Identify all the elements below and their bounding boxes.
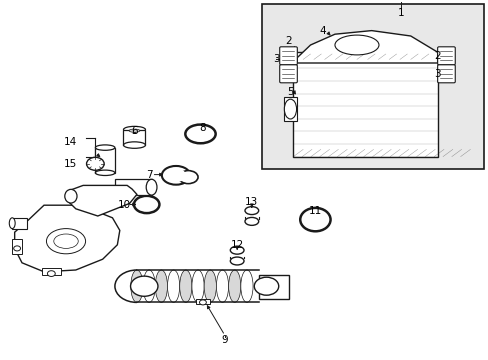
- Text: 15: 15: [64, 159, 78, 169]
- Ellipse shape: [230, 257, 244, 265]
- Bar: [259, 275, 288, 299]
- Ellipse shape: [284, 99, 296, 119]
- Ellipse shape: [178, 171, 198, 184]
- Ellipse shape: [240, 270, 253, 302]
- Text: 1: 1: [397, 8, 404, 18]
- Text: 7: 7: [145, 170, 152, 180]
- Bar: [261, 4, 483, 169]
- Text: 9: 9: [221, 335, 228, 345]
- Circle shape: [14, 246, 20, 251]
- FancyBboxPatch shape: [279, 47, 297, 65]
- Ellipse shape: [228, 270, 241, 302]
- Ellipse shape: [95, 170, 115, 175]
- Bar: [41, 268, 61, 275]
- Ellipse shape: [54, 234, 78, 248]
- Ellipse shape: [139, 199, 154, 210]
- Text: 4: 4: [319, 26, 325, 36]
- Bar: [12, 239, 22, 254]
- Text: 8: 8: [199, 123, 206, 133]
- Ellipse shape: [244, 207, 258, 215]
- Ellipse shape: [123, 142, 145, 148]
- Ellipse shape: [134, 196, 159, 213]
- Ellipse shape: [305, 212, 324, 227]
- Ellipse shape: [129, 129, 140, 132]
- Ellipse shape: [185, 125, 215, 143]
- Ellipse shape: [180, 270, 192, 302]
- Bar: [293, 52, 437, 157]
- Bar: [95, 148, 115, 173]
- Ellipse shape: [123, 126, 145, 133]
- FancyBboxPatch shape: [437, 47, 454, 65]
- Polygon shape: [68, 185, 137, 216]
- Text: 11: 11: [308, 206, 322, 216]
- Circle shape: [199, 300, 206, 305]
- Text: 13: 13: [244, 197, 258, 207]
- Ellipse shape: [130, 270, 143, 302]
- FancyBboxPatch shape: [437, 65, 454, 83]
- Text: 6: 6: [131, 126, 138, 136]
- Ellipse shape: [204, 270, 216, 302]
- Circle shape: [254, 277, 278, 295]
- Ellipse shape: [167, 270, 180, 302]
- Text: 3: 3: [433, 69, 440, 79]
- Ellipse shape: [162, 166, 190, 185]
- Ellipse shape: [191, 129, 209, 139]
- Text: 14: 14: [64, 137, 78, 147]
- Ellipse shape: [244, 217, 258, 225]
- Text: 10: 10: [118, 200, 131, 210]
- Polygon shape: [15, 205, 120, 272]
- Circle shape: [47, 271, 55, 276]
- Ellipse shape: [167, 170, 184, 181]
- Ellipse shape: [300, 208, 330, 231]
- Text: 2: 2: [285, 36, 291, 46]
- Ellipse shape: [155, 270, 167, 302]
- Ellipse shape: [216, 270, 228, 302]
- Ellipse shape: [46, 229, 85, 254]
- Text: 3: 3: [272, 54, 279, 64]
- Ellipse shape: [230, 246, 244, 254]
- Circle shape: [130, 276, 158, 296]
- Bar: [195, 299, 210, 304]
- FancyBboxPatch shape: [279, 65, 297, 83]
- Polygon shape: [283, 97, 297, 121]
- Polygon shape: [297, 31, 437, 63]
- Text: 12: 12: [230, 240, 244, 250]
- Ellipse shape: [64, 189, 77, 203]
- Ellipse shape: [95, 145, 115, 150]
- Ellipse shape: [183, 173, 193, 181]
- Text: 2: 2: [433, 51, 440, 61]
- Bar: [12, 218, 27, 229]
- Ellipse shape: [334, 35, 378, 55]
- Ellipse shape: [143, 270, 155, 302]
- Ellipse shape: [191, 270, 204, 302]
- Bar: [115, 179, 151, 195]
- Ellipse shape: [146, 179, 157, 195]
- Ellipse shape: [9, 218, 15, 229]
- Bar: [123, 130, 145, 145]
- Text: 5: 5: [287, 87, 294, 97]
- Circle shape: [86, 157, 104, 170]
